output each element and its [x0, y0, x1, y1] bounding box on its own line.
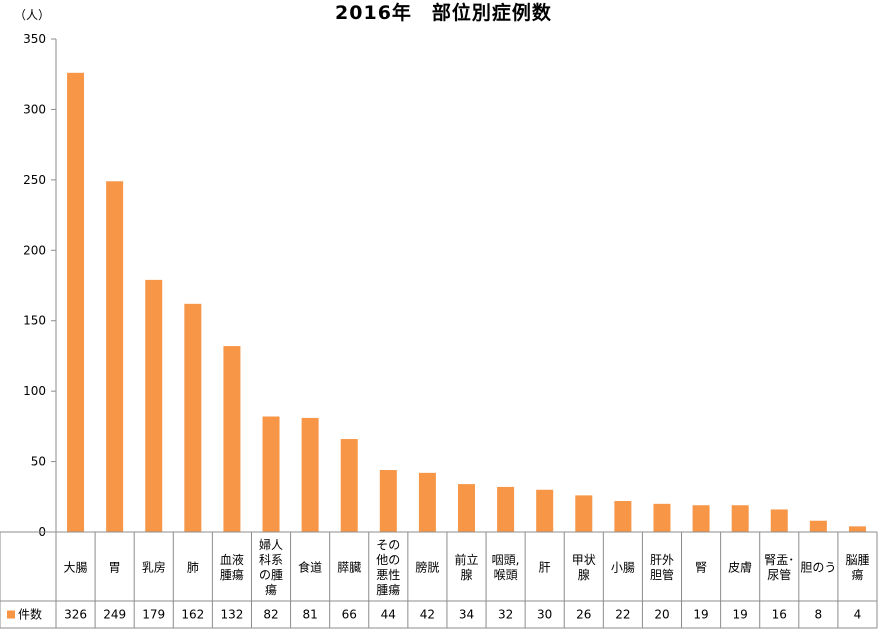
legend-swatch — [7, 610, 15, 619]
bar — [223, 346, 241, 532]
legend-label: 件数 — [18, 607, 42, 622]
y-tick-label: 300 — [23, 102, 46, 116]
data-label: 30 — [537, 608, 552, 622]
x-tick-label: 肝 — [539, 561, 551, 575]
data-label: 32 — [498, 608, 513, 622]
data-label: 19 — [733, 608, 748, 622]
data-label: 4 — [854, 608, 862, 622]
y-tick-label: 50 — [31, 455, 46, 469]
x-tick-label: 血液腫瘍 — [220, 552, 244, 582]
bar — [379, 470, 397, 532]
data-label: 26 — [576, 608, 591, 622]
x-tick-label: 胃 — [109, 561, 121, 575]
data-label: 22 — [615, 608, 630, 622]
y-tick-label: 200 — [23, 243, 46, 257]
x-tick-label: 皮膚 — [728, 560, 752, 575]
x-tick-label: 食道 — [298, 560, 322, 575]
data-label: 42 — [420, 608, 435, 622]
bar — [67, 72, 85, 532]
x-tick-label: 乳房 — [142, 560, 166, 575]
x-tick-label: 胆のう — [800, 561, 836, 575]
data-label: 326 — [64, 608, 87, 622]
chart-title: 2016年 部位別症例数 — [335, 2, 552, 24]
data-label: 66 — [342, 608, 357, 622]
y-tick-label: 150 — [23, 314, 46, 328]
x-tick-label: 小腸 — [611, 561, 635, 575]
data-label: 8 — [815, 608, 823, 622]
bar — [458, 484, 475, 532]
bar — [301, 417, 319, 532]
bar — [770, 509, 788, 532]
bar — [809, 520, 827, 532]
data-label: 44 — [381, 608, 396, 622]
y-tick-label: 250 — [23, 173, 46, 187]
x-tick-label: 甲状腺 — [572, 553, 596, 582]
x-tick-label: 婦人科系の腫瘍 — [259, 537, 283, 597]
bar — [106, 181, 124, 532]
data-label: 179 — [142, 608, 165, 622]
data-label: 19 — [693, 608, 708, 622]
x-tick-label: 肺 — [187, 561, 199, 575]
bar — [418, 472, 436, 532]
data-label: 20 — [654, 608, 669, 622]
bar — [145, 279, 163, 532]
x-tick-label: 咽頭,喉頭 — [492, 553, 520, 582]
x-tick-label: 膵臓 — [337, 561, 361, 575]
data-label: 34 — [459, 608, 474, 622]
bar — [848, 526, 866, 532]
bar — [614, 501, 632, 532]
bar — [653, 503, 671, 532]
x-tick-label: 前立腺 — [454, 552, 478, 582]
bar — [340, 439, 358, 532]
bar — [731, 505, 749, 532]
bar — [575, 495, 593, 532]
data-label: 162 — [181, 608, 204, 622]
y-axis-unit: （人） — [14, 8, 51, 22]
data-label: 81 — [302, 608, 317, 622]
x-tick-label: 腎 — [695, 561, 707, 575]
bar — [184, 303, 202, 532]
bar — [692, 505, 710, 532]
x-tick-label: 腎盂･尿管 — [764, 553, 794, 582]
data-label: 132 — [220, 608, 243, 622]
data-label: 16 — [772, 608, 787, 622]
data-label: 249 — [103, 608, 126, 622]
x-tick-label: 肝外胆管 — [650, 553, 674, 582]
x-tick-label: 脳腫瘍 — [845, 553, 869, 582]
x-tick-label: 大腸 — [64, 561, 88, 575]
bar — [497, 486, 515, 532]
y-tick-label: 100 — [23, 384, 46, 398]
y-tick-label: 350 — [23, 32, 46, 46]
bar — [536, 489, 554, 532]
data-label: 82 — [263, 608, 278, 622]
x-tick-label: その他の悪性腫瘍 — [376, 538, 400, 597]
bar — [262, 416, 280, 532]
x-tick-label: 膀胱 — [415, 560, 439, 575]
